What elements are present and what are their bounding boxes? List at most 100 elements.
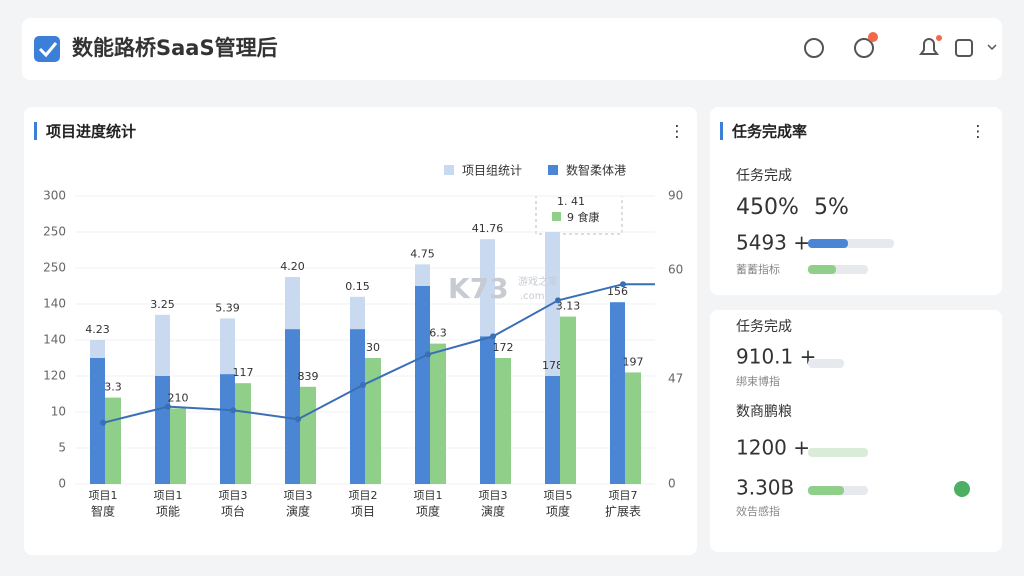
watermark: .com bbox=[520, 291, 545, 302]
label: 任务完成 bbox=[736, 168, 792, 184]
data-label: 210 bbox=[168, 391, 189, 404]
x-tick-label: 项目 bbox=[351, 505, 375, 519]
label: 任务完成 bbox=[736, 319, 792, 335]
line-point bbox=[555, 297, 561, 304]
bell-icon[interactable] bbox=[919, 38, 939, 55]
y-tick-label: 140 bbox=[43, 333, 66, 347]
bar bbox=[430, 343, 446, 484]
bar bbox=[300, 386, 316, 484]
data-label: 172 bbox=[493, 341, 514, 354]
x-tick-label: 项目1 bbox=[154, 489, 183, 502]
x-tick-label: 项目1 bbox=[89, 489, 118, 502]
y-tick-label: 250 bbox=[43, 261, 66, 275]
x-tick-label: 扩展表 bbox=[605, 505, 641, 519]
progress bbox=[808, 486, 844, 495]
check-icon bbox=[954, 481, 970, 497]
line-point bbox=[165, 403, 171, 410]
data-label: 178 bbox=[542, 359, 563, 372]
note: 效告感指 bbox=[736, 504, 780, 518]
settings-icon[interactable] bbox=[804, 38, 824, 58]
x-tick-label: 演度 bbox=[286, 504, 310, 519]
plugin-icon[interactable] bbox=[854, 38, 874, 58]
label: 数商鹏粮 bbox=[736, 404, 792, 420]
menu[interactable]: ⋮ bbox=[970, 122, 986, 141]
data-label: 0.15 bbox=[345, 280, 370, 293]
data-label: 3.3 bbox=[104, 381, 122, 394]
user-icon[interactable] bbox=[955, 39, 973, 57]
y-tick-label: 0 bbox=[58, 477, 66, 491]
stat: 1200 + bbox=[736, 436, 810, 460]
header-bar bbox=[22, 18, 1002, 80]
stat: 5% bbox=[814, 195, 849, 220]
bar bbox=[610, 302, 625, 484]
stat: 5493 + bbox=[736, 231, 810, 255]
y-tick-label: 120 bbox=[43, 369, 66, 383]
data-label: 3.25 bbox=[150, 298, 175, 311]
legend-label: 数智柔体港 bbox=[566, 163, 626, 178]
data-label: 117 bbox=[233, 366, 254, 379]
bar bbox=[625, 372, 641, 484]
line-point bbox=[620, 281, 626, 288]
data-label: 3.13 bbox=[556, 300, 581, 313]
logo-check bbox=[38, 42, 58, 58]
y-tick-label: 300 bbox=[43, 189, 66, 203]
progress bbox=[808, 239, 848, 248]
x-tick-label: 项度 bbox=[546, 504, 570, 519]
task-panel-2 bbox=[710, 310, 1002, 552]
data-label: 197 bbox=[623, 355, 644, 368]
bar bbox=[495, 358, 511, 484]
dropdown[interactable] bbox=[987, 44, 997, 51]
bar bbox=[155, 376, 170, 484]
legend-swatch bbox=[444, 165, 454, 175]
line-point bbox=[425, 351, 431, 358]
legend-label: 项目组统计 bbox=[462, 164, 522, 178]
bar bbox=[235, 383, 251, 484]
y-tick-label: 10 bbox=[51, 405, 66, 419]
x-tick-label: 项目7 bbox=[609, 489, 638, 502]
x-tick-label: 项目2 bbox=[349, 489, 378, 502]
logo bbox=[34, 36, 60, 62]
bar bbox=[365, 358, 381, 484]
panel-title: 任务完成率 bbox=[731, 123, 807, 141]
bar bbox=[285, 329, 300, 484]
data-label: 41.76 bbox=[472, 222, 504, 235]
data-label: 4.23 bbox=[85, 323, 110, 336]
menu[interactable]: ⋮ bbox=[669, 122, 685, 141]
x-tick-label: 项目3 bbox=[284, 489, 313, 502]
bar bbox=[560, 316, 576, 484]
data-label: 156 bbox=[607, 285, 628, 298]
data-label: 4.20 bbox=[280, 260, 305, 273]
y-tick-label: 250 bbox=[43, 225, 66, 239]
progress bbox=[808, 265, 836, 274]
y2-tick-label: 47 bbox=[668, 372, 683, 386]
stat: 910.1 + bbox=[736, 345, 816, 369]
x-tick-label: 项目5 bbox=[544, 489, 573, 502]
line-point bbox=[295, 416, 301, 423]
data-label: 5.39 bbox=[215, 301, 240, 314]
x-tick-label: 项度 bbox=[416, 504, 440, 519]
data-label: 839 bbox=[298, 370, 319, 383]
note: 绑束博指 bbox=[736, 374, 780, 388]
y2-tick-label: 60 bbox=[668, 263, 683, 277]
accent bbox=[34, 122, 37, 140]
data-label: 6.3 bbox=[429, 327, 447, 340]
panel-title: 项目进度统计 bbox=[46, 123, 136, 141]
note: 蓄蓄指标 bbox=[736, 262, 780, 276]
x-tick-label: 智度 bbox=[91, 504, 115, 519]
bar bbox=[220, 374, 235, 484]
x-tick-label: 项台 bbox=[221, 504, 245, 519]
data-label: 30 bbox=[366, 341, 380, 354]
progress bbox=[808, 448, 868, 457]
bar bbox=[415, 286, 430, 484]
badge bbox=[936, 35, 942, 41]
x-tick-label: 项目3 bbox=[479, 489, 508, 502]
legend-swatch bbox=[548, 165, 558, 175]
bar bbox=[170, 408, 186, 484]
stat: 3.30B bbox=[736, 476, 794, 500]
x-tick-label: 项能 bbox=[156, 505, 180, 519]
y-tick-label: 5 bbox=[58, 441, 66, 455]
app-title: 数能路桥SaaS管理后 bbox=[72, 36, 278, 60]
bar bbox=[105, 397, 121, 484]
line bbox=[102, 283, 655, 424]
x-tick-label: 演度 bbox=[481, 504, 505, 519]
